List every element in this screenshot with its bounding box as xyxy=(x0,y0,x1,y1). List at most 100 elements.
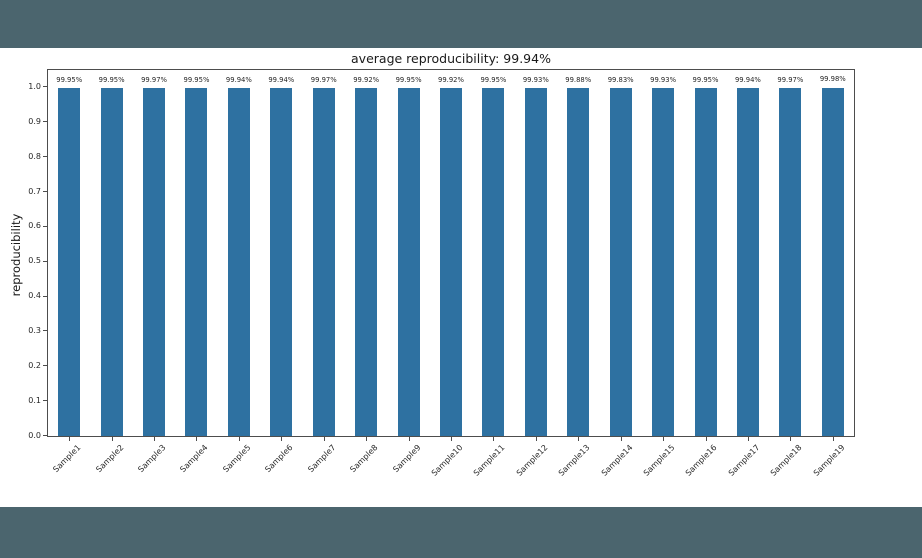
x-tick-label: Sample6 xyxy=(263,443,295,475)
bar-value-label: 99.94% xyxy=(734,75,761,84)
y-tick-mark xyxy=(43,365,47,367)
bar xyxy=(185,87,208,436)
x-tick-mark xyxy=(790,437,792,441)
bar-value-label: 99.93% xyxy=(650,75,677,84)
bar-value-label: 99.95% xyxy=(98,75,125,84)
y-tick-label: 0.0 xyxy=(28,430,41,440)
x-tick-mark xyxy=(451,437,452,441)
x-tick-label: Sample8 xyxy=(348,443,380,475)
x-tick-label: Sample1 xyxy=(51,443,83,475)
x-tick-label: Sample4 xyxy=(178,443,210,475)
x-tick-mark xyxy=(366,437,368,441)
x-tick-label: Sample18 xyxy=(768,443,804,478)
x-tick-mark xyxy=(747,437,749,441)
bar-value-label: 99.94% xyxy=(268,75,295,84)
x-tick-label: Sample15 xyxy=(641,443,677,478)
plot-area: 99.95% 99.95% 99.97% 99.95% 99.94% 99.94% 99.9… xyxy=(47,69,855,437)
bottom-band xyxy=(0,507,922,558)
top-band xyxy=(0,0,922,48)
y-tick-label: 0.4 xyxy=(28,291,41,301)
bar xyxy=(100,87,123,436)
x-tick-mark xyxy=(663,437,665,441)
x-tick-mark xyxy=(535,437,537,441)
bar-value-label: 99.95% xyxy=(480,75,507,84)
x-tick-label: Sample13 xyxy=(556,443,592,478)
y-tick-label: 0.3 xyxy=(28,325,41,335)
x-tick-mark xyxy=(832,437,834,441)
x-tick-label: Sample7 xyxy=(305,443,338,475)
bar xyxy=(652,87,675,436)
bar xyxy=(58,87,81,436)
y-tick-mark xyxy=(43,400,47,402)
y-tick-mark xyxy=(43,225,47,227)
bar-value-label: 99.97% xyxy=(141,75,167,84)
bar xyxy=(270,87,293,436)
bar-value-label: 99.97% xyxy=(310,75,337,84)
y-tick-label: 0.7 xyxy=(28,186,41,196)
bar xyxy=(227,87,250,436)
bar-value-label: 99.94% xyxy=(225,75,252,84)
y-tick-mark xyxy=(43,260,47,262)
y-tick-mark xyxy=(43,435,47,436)
bar xyxy=(482,87,505,436)
y-tick-label: 1.0 xyxy=(28,81,41,91)
x-tick-mark xyxy=(578,437,580,441)
x-tick-mark xyxy=(111,437,113,441)
bar xyxy=(736,87,759,436)
bar-value-label: 99.95% xyxy=(692,75,719,84)
bar-value-label: 99.95% xyxy=(183,75,210,84)
y-tick-mark xyxy=(43,191,47,192)
bar-value-label: 99.88% xyxy=(565,75,592,84)
bar xyxy=(143,87,166,436)
y-tick-label: 0.1 xyxy=(28,395,41,405)
x-tick-label: Sample12 xyxy=(514,443,550,478)
x-tick-mark xyxy=(705,437,707,441)
x-tick-mark xyxy=(493,437,495,441)
x-tick-label: Sample3 xyxy=(136,443,168,475)
x-tick-mark xyxy=(154,437,156,441)
x-tick-label: Sample19 xyxy=(811,443,847,478)
chart-figure: average reproducibility: 99.94% reproduc… xyxy=(0,48,922,507)
bar-value-label: 99.95% xyxy=(56,75,83,84)
bar xyxy=(609,88,632,436)
y-tick-mark xyxy=(43,330,47,332)
x-tick-label: Sample16 xyxy=(684,443,719,478)
bar xyxy=(440,87,462,436)
bar-value-label: 99.92% xyxy=(353,75,380,84)
x-tick-mark xyxy=(281,437,283,441)
bar-value-label: 99.95% xyxy=(395,75,422,84)
bar-value-label: 99.93% xyxy=(522,75,549,84)
y-tick-mark xyxy=(43,121,47,123)
bar xyxy=(821,87,844,436)
y-tick-mark xyxy=(43,156,47,158)
x-tick-mark xyxy=(238,437,240,441)
bar xyxy=(312,87,335,436)
chart-title: average reproducibility: 99.94% xyxy=(351,51,551,66)
bar-value-label: 99.97% xyxy=(777,75,804,84)
x-tick-label: Sample10 xyxy=(429,443,465,478)
bar xyxy=(779,87,802,436)
x-tick-label: Sample5 xyxy=(221,443,253,475)
y-tick-mark xyxy=(43,86,47,88)
y-tick-label: 0.8 xyxy=(28,151,41,161)
x-tick-mark xyxy=(408,437,410,441)
y-tick-label: 0.5 xyxy=(28,256,41,266)
x-tick-mark xyxy=(196,437,198,441)
x-tick-label: Sample14 xyxy=(599,443,635,478)
bar-value-label: 99.83% xyxy=(607,76,634,85)
x-tick-mark xyxy=(620,437,622,441)
y-tick-label: 0.9 xyxy=(28,116,41,126)
bar xyxy=(355,87,378,436)
x-tick-label: Sample17 xyxy=(726,443,762,478)
y-tick-label: 0.6 xyxy=(28,221,41,231)
x-tick-mark xyxy=(323,437,325,441)
bar xyxy=(567,87,590,436)
x-tick-mark xyxy=(69,437,71,441)
bar-value-label: 99.98% xyxy=(819,75,846,84)
y-tick-mark xyxy=(43,295,47,297)
bar xyxy=(694,87,717,436)
bar-value-label: 99.92% xyxy=(438,75,464,84)
x-tick-label: Sample2 xyxy=(93,443,126,475)
bar xyxy=(397,87,420,436)
